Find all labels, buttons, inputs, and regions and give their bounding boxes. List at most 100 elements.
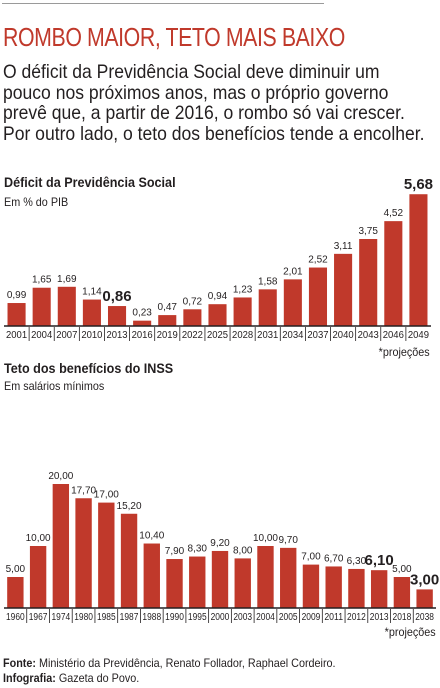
x-tick-label: 1988: [142, 612, 161, 623]
ceiling-chart-title: Teto dos benefícios do INSS: [4, 360, 174, 376]
x-tick-label: 2019: [157, 330, 179, 341]
x-tick-label: 2004: [256, 612, 275, 623]
bar: [348, 568, 365, 608]
credit-line: Infografia: Gazeta do Povo.: [3, 671, 139, 685]
bar-value-label: 1,23: [233, 284, 253, 295]
bar: [334, 253, 353, 326]
bar-value-label: 0,72: [183, 296, 203, 307]
bar: [133, 320, 152, 326]
intro-text: O déficit da Previdência Social deve dim…: [3, 61, 425, 145]
x-tick-label: 2025: [207, 330, 229, 341]
x-tick-label: 2031: [257, 330, 279, 341]
bar: [143, 543, 160, 608]
bar-value-label: 1,65: [32, 275, 52, 286]
x-tick-label: 2016: [132, 330, 154, 341]
bar-value-label: 5,00: [392, 564, 412, 575]
x-tick-label: 1985: [97, 612, 116, 623]
x-tick-label: 1987: [120, 612, 139, 623]
bar: [82, 299, 101, 326]
x-tick-label: 2049: [408, 330, 430, 341]
x-tick-label: 2001: [6, 330, 28, 341]
x-tick-label: 2018: [393, 612, 412, 623]
x-tick-label: 2028: [232, 330, 254, 341]
x-tick-label: 2013: [370, 612, 389, 623]
x-tick-label: 2037: [307, 330, 329, 341]
x-tick-label: 2003: [233, 612, 252, 623]
x-tick-label: 2011: [324, 612, 343, 623]
bar: [29, 546, 47, 608]
x-tick-label: 1995: [188, 612, 207, 623]
x-tick-label: 2004: [31, 330, 53, 341]
bar: [183, 309, 202, 326]
x-tick-label: 2012: [347, 612, 366, 623]
bar: [283, 279, 302, 326]
credit-label: Infografia:: [3, 671, 56, 685]
bar: [257, 546, 274, 608]
x-tick-label: 2040: [333, 330, 355, 341]
deficit-bar-chart: 0,99 2001 1,65 2004 1,69 2007 1,14 2010 0,86 2013…: [4, 176, 433, 341]
bar-value-label: 3,00: [410, 571, 439, 588]
x-tick-label: 2009: [302, 612, 321, 623]
bar: [416, 589, 433, 608]
bar-value-label: 10,00: [253, 533, 278, 544]
x-tick-label: 1974: [51, 612, 70, 623]
bar-value-label: 2,01: [283, 266, 303, 277]
top-rule: [2, 3, 324, 4]
bar: [325, 566, 342, 608]
bar: [32, 287, 51, 326]
bar-value-label: 20,00: [48, 471, 73, 482]
x-tick-label: 2038: [415, 612, 434, 623]
x-tick-label: 2034: [282, 330, 304, 341]
x-tick-label: 2022: [182, 330, 204, 341]
bar: [409, 194, 428, 326]
bar-value-label: 4,52: [384, 208, 404, 219]
source-line: Fonte: Ministério da Previdência, Renato…: [3, 656, 336, 670]
bar-value-label: 3,11: [334, 241, 353, 252]
ceiling-chart-subtitle: Em salários mínimos: [4, 379, 105, 393]
bar-value-label: 15,20: [117, 501, 142, 512]
bar-value-label: 5,00: [6, 564, 26, 575]
bar: [75, 498, 92, 608]
deficit-chart-subtitle: Em % do PIB: [4, 195, 69, 209]
bar-value-label: 6,70: [324, 553, 344, 564]
bar-value-label: 0,23: [132, 308, 152, 319]
bar: [393, 577, 411, 608]
bar: [52, 484, 70, 608]
bar-value-label: 1,69: [57, 274, 77, 285]
x-tick-label: 2013: [106, 330, 128, 341]
bar-value-label: 6,10: [365, 552, 394, 569]
credit-text: Gazeta do Povo.: [58, 671, 140, 685]
x-tick-label: 1990: [165, 612, 184, 623]
bar: [258, 289, 277, 326]
bar: [120, 513, 138, 608]
bar-value-label: 0,99: [7, 290, 27, 301]
bar-value-label: 7,00: [301, 552, 321, 563]
ceiling-projections-note: *projeções: [384, 625, 436, 639]
bar: [211, 550, 229, 608]
bar-value-label: 7,90: [165, 546, 185, 557]
bar-value-label: 1,58: [258, 276, 278, 287]
x-tick-label: 1980: [74, 612, 93, 623]
bar-value-label: 2,52: [308, 255, 328, 266]
bar-value-label: 0,47: [158, 302, 178, 313]
bar-value-label: 3,75: [358, 226, 378, 237]
bar-value-label: 10,40: [139, 531, 164, 542]
source-text: Ministério da Previdência, Renato Follad…: [39, 656, 336, 670]
ceiling-bar-chart: 5,00 1960 10,00 1967 20,00 1974 17,70 1980 17,00…: [4, 471, 439, 623]
bar: [370, 570, 388, 608]
bar: [233, 297, 252, 326]
bar-value-label: 0,86: [102, 288, 131, 305]
bar: [7, 303, 26, 326]
x-tick-label: 2010: [81, 330, 103, 341]
x-tick-label: 2046: [383, 330, 405, 341]
bar-value-label: 9,70: [278, 535, 298, 546]
bar-value-label: 0,94: [208, 291, 228, 302]
bar: [280, 547, 297, 608]
x-tick-label: 1967: [29, 612, 48, 623]
headline: ROMBO MAIOR, TETO MAIS BAIXO: [3, 22, 345, 52]
bar-value-label: 9,20: [210, 538, 230, 549]
bar-value-label: 17,00: [94, 490, 119, 501]
source-label: Fonte:: [3, 656, 36, 670]
x-tick-label: 2005: [279, 612, 298, 623]
bar-value-label: 10,00: [26, 533, 51, 544]
